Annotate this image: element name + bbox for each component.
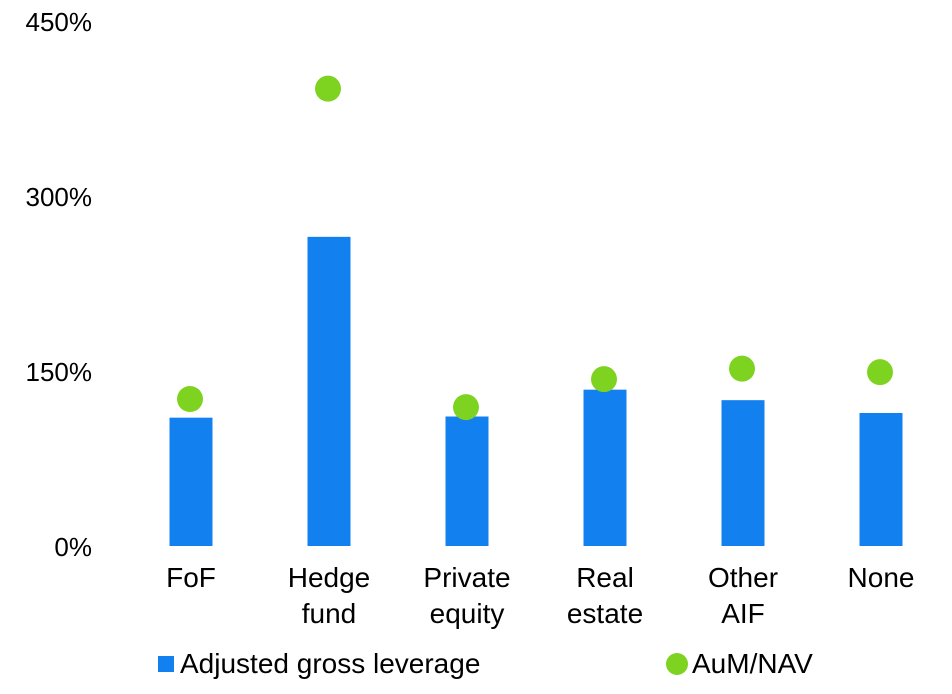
x-category-label: FoF [166,562,216,593]
y-tick-label: 0% [54,532,92,562]
y-tick-label: 300% [26,182,93,212]
x-category-label: AIF [721,598,765,629]
dot-point [315,75,341,102]
x-category-label: Hedge [288,562,371,593]
x-category-label: fund [302,598,357,629]
bar-series [169,236,903,547]
x-category-label: Private [423,562,510,593]
bar [169,417,213,546]
x-category-label: equity [430,598,505,629]
x-category-label: estate [567,598,643,629]
legend-item-bar: Adjusted gross leverage [158,648,480,680]
y-tick-label: 450% [26,7,93,37]
bar [445,416,489,546]
x-category-label: Real [576,562,634,593]
bar [859,413,903,546]
dot-point [867,359,893,386]
dot-point [177,386,203,412]
y-axis-ticks: 0% 150% 300% 450% [26,7,93,562]
bar [583,389,627,546]
bar [307,236,351,547]
dot-point [453,394,479,421]
x-category-label: None [848,562,915,593]
bar [721,400,765,546]
dot-series [177,75,893,421]
dot-point [729,355,755,382]
legend-item-dot: AuM/NAV [666,648,813,680]
y-tick-label: 150% [26,357,93,387]
legend-dot-label: AuM/NAV [692,648,813,679]
dot-point [591,366,617,393]
legend-bar-swatch [158,656,174,672]
legend-dot-swatch [666,653,688,675]
x-category-label: Other [708,562,778,593]
legend-bar-label: Adjusted gross leverage [180,648,481,679]
x-axis-categories: FoF Hedge fund Private equity Real estate Other… [166,562,914,629]
